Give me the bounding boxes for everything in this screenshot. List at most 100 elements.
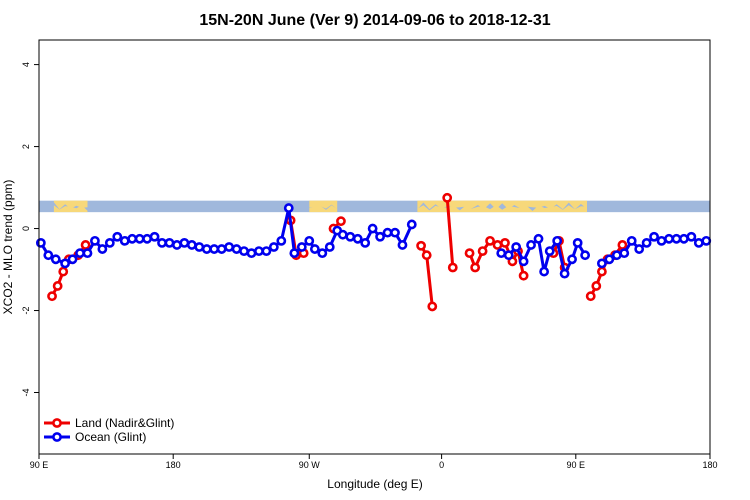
data-point xyxy=(58,266,69,277)
data-point xyxy=(470,262,481,273)
data-point xyxy=(345,231,356,242)
data-point xyxy=(134,233,145,244)
land-patch xyxy=(309,205,338,213)
data-point xyxy=(539,266,550,277)
y-tick-label: 0 xyxy=(21,226,31,231)
data-point xyxy=(43,250,54,261)
data-point xyxy=(679,233,689,244)
data-point xyxy=(617,240,628,250)
data-point xyxy=(119,235,130,246)
data-point xyxy=(518,270,529,281)
data-point xyxy=(289,248,300,259)
data-point xyxy=(611,250,622,261)
y-tick-label: -4 xyxy=(21,389,31,397)
x-tick-label: 0 xyxy=(439,460,444,470)
data-point xyxy=(216,244,227,254)
data-point xyxy=(224,242,235,252)
data-point xyxy=(634,244,645,254)
ocean-band xyxy=(39,200,710,213)
data-point xyxy=(591,281,602,291)
data-point xyxy=(209,244,220,254)
data-point xyxy=(309,244,320,254)
x-axis-label: Longitude (deg E) xyxy=(327,477,422,491)
data-point xyxy=(503,250,514,261)
plot-frame xyxy=(38,39,711,455)
data-point xyxy=(671,233,682,244)
y-tick-label: 4 xyxy=(21,62,31,67)
data-point xyxy=(194,242,205,252)
y-axis-label: XCO2 - MLO trend (ppm) xyxy=(1,180,15,315)
data-point xyxy=(500,238,510,248)
data-point xyxy=(544,246,555,256)
data-point xyxy=(567,254,577,265)
data-point xyxy=(442,192,453,203)
data-point xyxy=(360,238,371,248)
series-layer xyxy=(35,192,712,312)
legend-label: Ocean (Glint) xyxy=(75,430,146,444)
data-point xyxy=(619,248,630,259)
data-point xyxy=(572,238,583,248)
data-point xyxy=(375,231,385,242)
legend: Land (Nadir&Glint)Ocean (Glint) xyxy=(44,416,174,444)
x-tick-label: 180 xyxy=(702,460,717,470)
data-point xyxy=(496,248,507,259)
land-patch xyxy=(53,200,88,210)
data-point xyxy=(304,235,315,246)
data-point xyxy=(649,231,659,242)
data-point xyxy=(686,231,697,242)
data-point xyxy=(283,203,294,213)
data-point xyxy=(533,233,544,244)
data-point xyxy=(559,268,570,279)
data-point xyxy=(390,227,400,238)
series-ocean xyxy=(35,203,712,279)
data-point xyxy=(626,235,637,246)
data-point xyxy=(367,223,378,234)
data-point xyxy=(397,240,408,250)
x-tick-label: 90 W xyxy=(299,460,321,470)
data-point xyxy=(47,291,57,302)
data-point xyxy=(585,291,596,302)
data-point xyxy=(246,248,257,259)
data-point xyxy=(97,244,108,254)
y-tick-label: -2 xyxy=(21,307,31,315)
data-point xyxy=(276,235,287,246)
data-point xyxy=(296,242,307,252)
data-point xyxy=(172,240,182,250)
data-point xyxy=(382,227,393,238)
data-point xyxy=(656,235,667,246)
data-point xyxy=(604,254,615,265)
data-point xyxy=(104,238,115,248)
data-point xyxy=(82,248,93,259)
data-point xyxy=(485,235,495,246)
land-patch xyxy=(53,205,88,213)
land-patch xyxy=(417,205,587,213)
legend-marker xyxy=(52,432,62,442)
data-point xyxy=(231,244,242,254)
data-point xyxy=(67,254,78,265)
data-point xyxy=(239,246,249,256)
data-point xyxy=(701,235,712,246)
land-patch xyxy=(417,200,587,210)
data-point xyxy=(596,258,607,269)
data-point xyxy=(464,248,475,259)
y-tick-label: 2 xyxy=(21,144,31,149)
data-point xyxy=(477,246,488,256)
data-point xyxy=(416,240,426,251)
x-tick-label: 90 E xyxy=(30,460,49,470)
axes: 90 E 180 90 W 0 90 E 180 -4 -2 0 2 4 xyxy=(21,62,718,470)
data-point xyxy=(164,238,175,248)
data-point xyxy=(641,238,652,248)
data-point xyxy=(201,244,212,254)
data-point xyxy=(447,262,458,273)
data-point xyxy=(261,246,272,256)
data-point xyxy=(518,256,529,267)
data-point xyxy=(268,242,279,252)
data-point xyxy=(179,238,190,248)
data-point xyxy=(427,301,438,312)
data-point xyxy=(186,240,197,250)
data-point xyxy=(60,258,70,269)
chart-title: 15N-20N June (Ver 9) 2014-09-06 to 2018-… xyxy=(199,12,550,29)
data-point xyxy=(254,246,264,256)
data-point xyxy=(406,219,417,230)
